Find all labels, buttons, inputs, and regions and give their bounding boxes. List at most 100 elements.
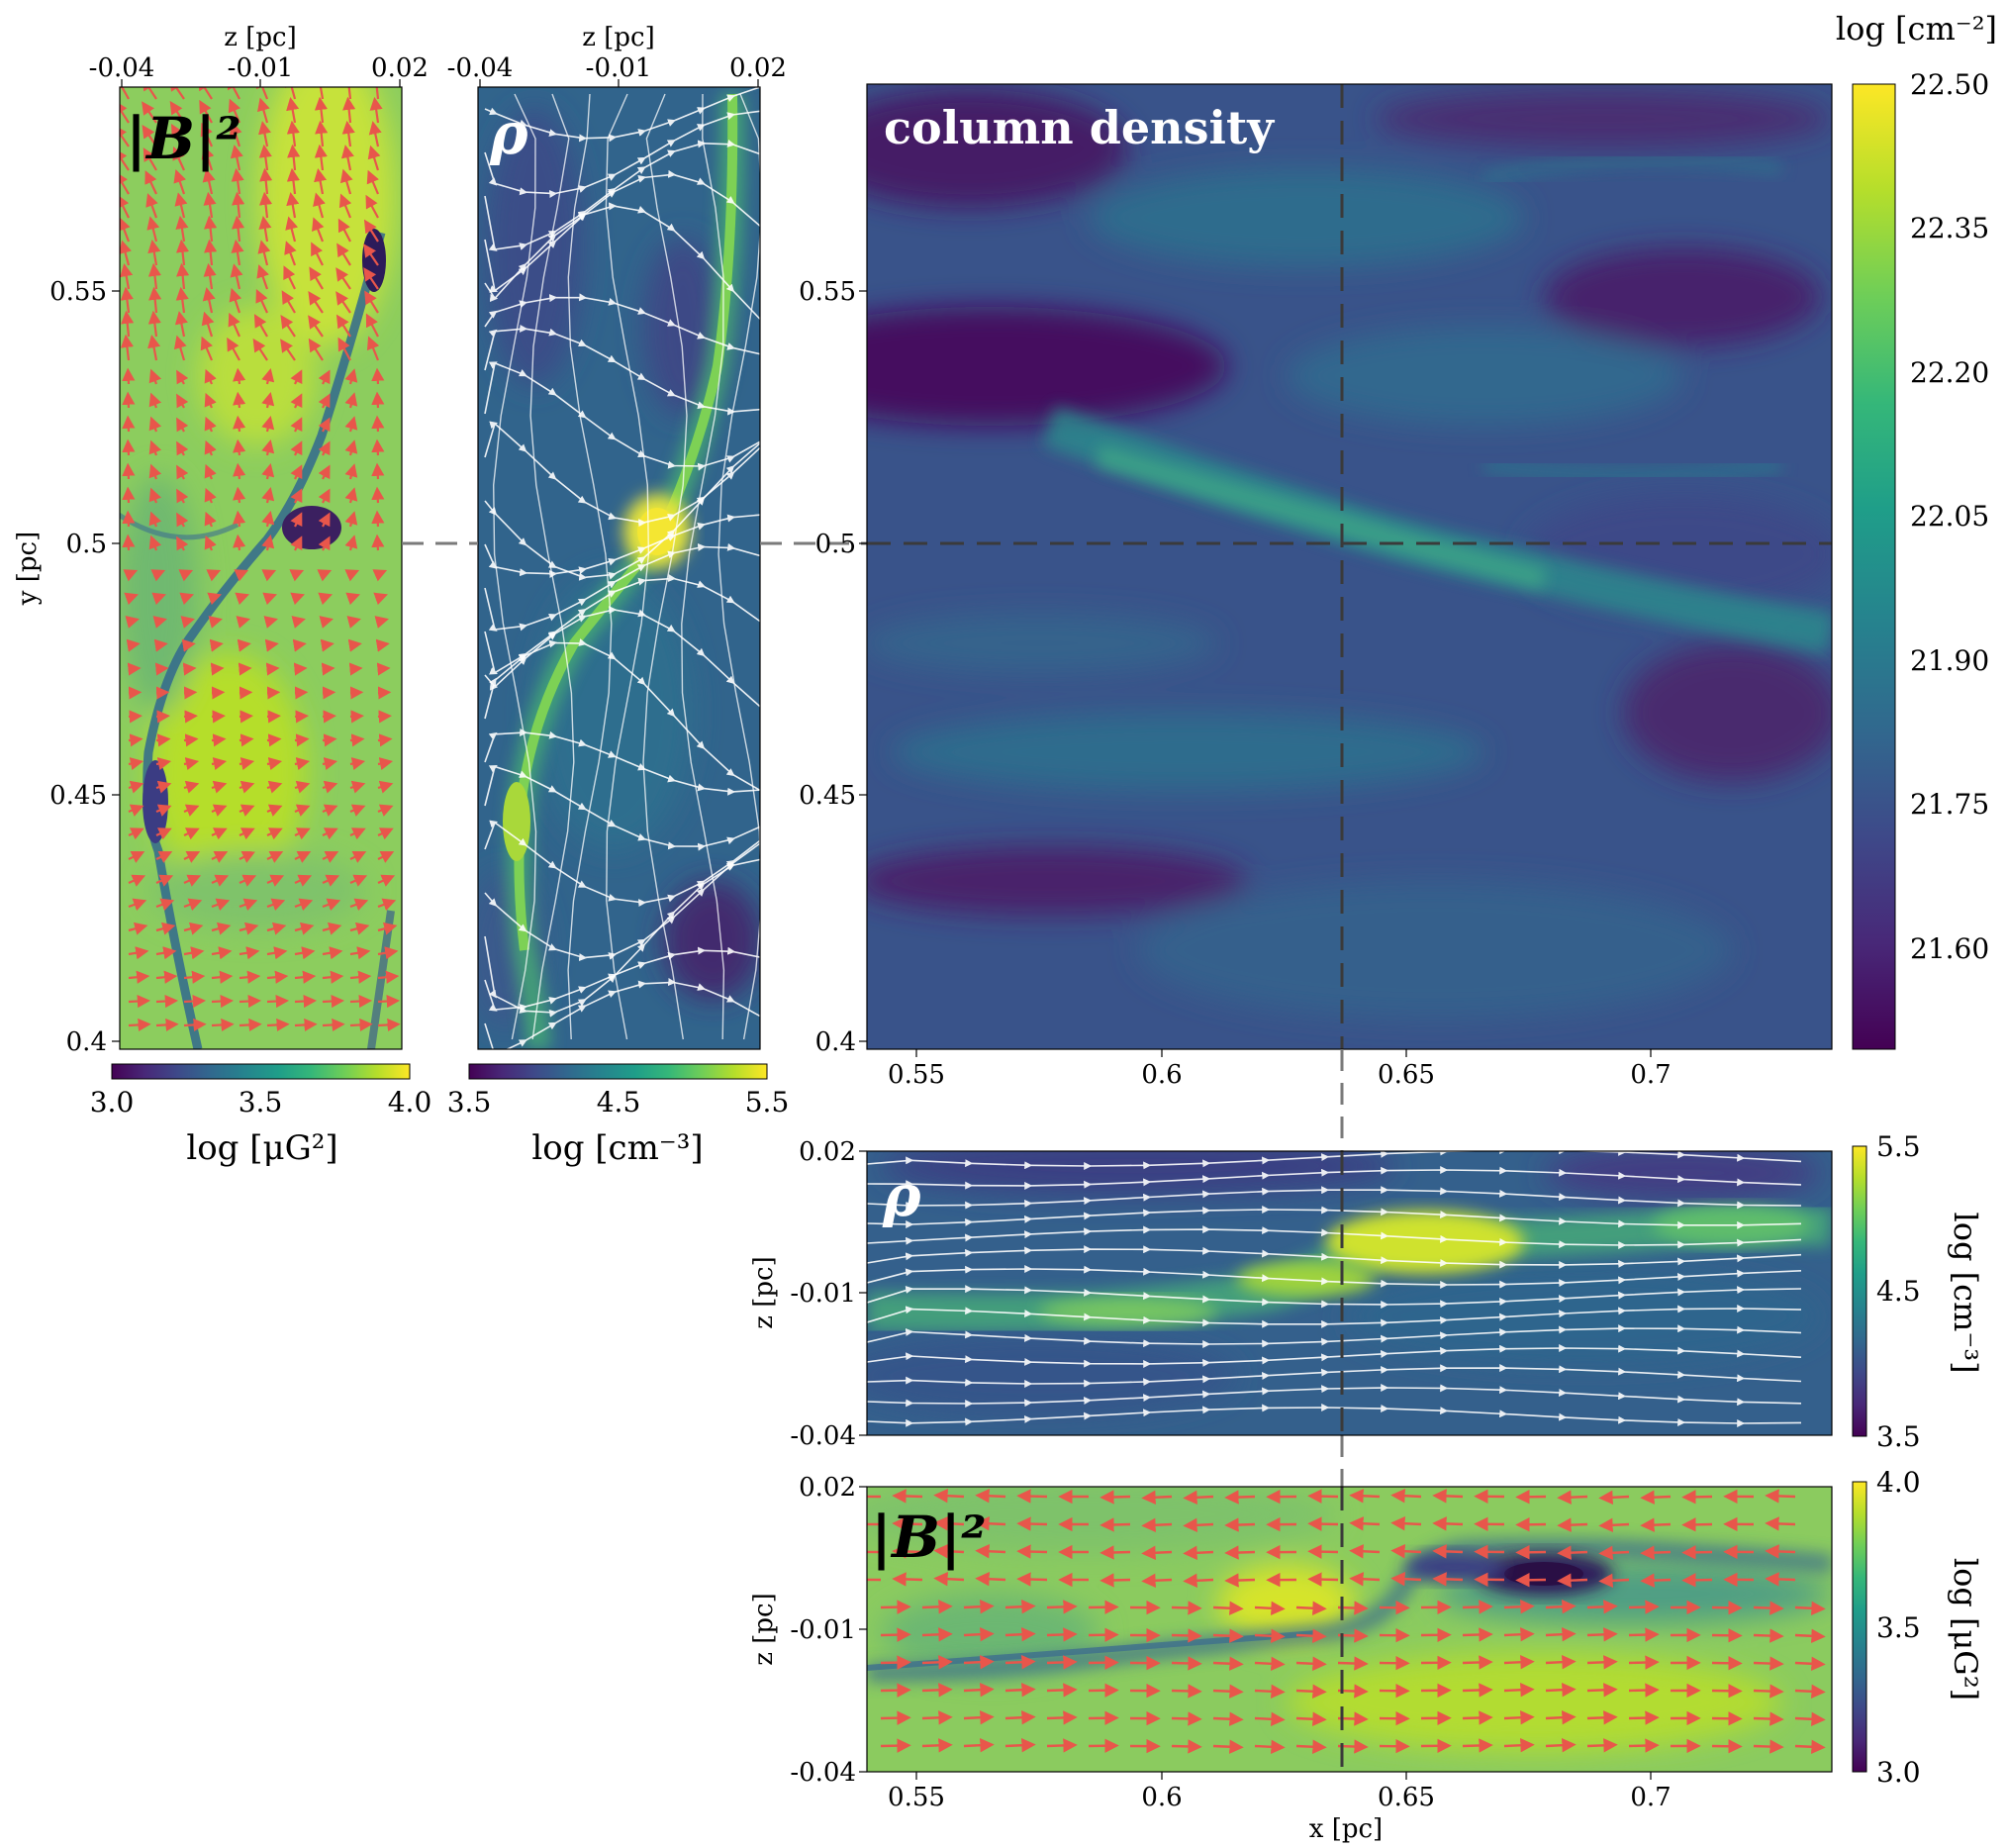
field-arrow (1640, 1490, 1672, 1505)
field-arrow (239, 757, 255, 771)
field-arrow (322, 850, 339, 863)
field-arrow (148, 487, 162, 504)
field-arrow (349, 946, 371, 960)
field-arrow (377, 898, 397, 912)
field-arrow (1586, 1683, 1618, 1698)
field-arrow (344, 416, 358, 433)
field-arrow (252, 338, 268, 361)
field-arrow (239, 850, 256, 863)
field-arrow (148, 511, 162, 528)
field-arrow (1183, 1573, 1214, 1588)
field-arrow (204, 487, 217, 504)
streamline (484, 978, 760, 1049)
field-arrow (1307, 1544, 1339, 1559)
field-arrow (148, 392, 162, 409)
field-arrow (1557, 1490, 1588, 1505)
column-density-cbar-tick-2: 22.20 (1910, 356, 1989, 389)
field-arrow (1046, 1655, 1078, 1670)
field-arrow (231, 167, 244, 195)
field-arrow (143, 147, 157, 171)
b2-xz-y-tick-2: -0.04 (790, 1758, 856, 1788)
field-arrow (239, 733, 254, 747)
field-arrow (322, 874, 340, 887)
field-arrow (183, 850, 201, 863)
streamline (867, 1225, 1802, 1249)
panel-rho-xz: ρ 0.02 -0.01 -0.04 z [pc] 5.5 4.5 3.5 lo… (749, 1130, 1984, 1453)
panel-column-density: column density 0.55 0.5 0.45 0.4 0.55 0.… (799, 10, 1997, 1090)
field-arrow (128, 850, 145, 863)
field-arrow (1681, 1517, 1713, 1532)
b2-yz-panel-label: |B|² (126, 105, 241, 172)
field-arrow (921, 1627, 953, 1642)
field-arrow (318, 464, 331, 480)
field-arrow (150, 569, 166, 582)
field-arrow (199, 99, 213, 124)
field-arrow (176, 262, 190, 290)
field-arrow (892, 1489, 923, 1504)
field-arrow (308, 338, 324, 361)
field-arrow (286, 120, 300, 147)
field-arrow (975, 1489, 1006, 1504)
field-arrow (232, 191, 245, 219)
field-arrow (371, 415, 385, 433)
b2-xz-cbar-label: log [μG²] (1947, 1558, 1984, 1701)
field-arrow (239, 994, 262, 1009)
field-arrow (176, 488, 189, 504)
field-arrow (228, 98, 241, 124)
field-arrow (1586, 1710, 1618, 1725)
field-arrow (365, 194, 379, 219)
field-arrow (963, 1655, 995, 1670)
field-arrow (239, 898, 258, 912)
field-arrow (147, 310, 161, 338)
rho-xz-y-tick-1: -0.01 (790, 1279, 856, 1309)
b2-xz-cbar-tick-1: 3.5 (1876, 1611, 1921, 1644)
field-arrow (239, 970, 261, 984)
field-arrow (171, 124, 185, 147)
field-arrow (155, 970, 178, 984)
field-arrow (266, 710, 281, 724)
field-arrow (128, 710, 143, 724)
field-arrow (151, 592, 167, 606)
field-arrow (1349, 1572, 1381, 1587)
rho-yz-colorbar (468, 1063, 768, 1080)
field-arrow (322, 970, 344, 984)
field-arrow (294, 1018, 318, 1032)
field-arrow (338, 193, 352, 219)
field-arrow (204, 416, 217, 433)
rho-xz-cbar-label: log [cm⁻³] (1947, 1212, 1984, 1373)
b2-xz-cbar-tick-0: 4.0 (1876, 1466, 1921, 1499)
field-arrow (211, 922, 232, 935)
field-arrow (183, 827, 200, 840)
field-arrow (933, 1516, 965, 1531)
field-arrow (204, 463, 217, 480)
field-arrow (933, 1544, 965, 1559)
field-arrow (337, 218, 351, 243)
column-density-colorbar (1852, 83, 1896, 1050)
field-arrow (377, 757, 394, 771)
field-arrow (1307, 1572, 1339, 1587)
field-arrow (322, 922, 342, 935)
field-arrow (290, 592, 306, 606)
field-arrow (349, 1018, 373, 1032)
streamline (867, 1264, 1802, 1289)
field-arrow (211, 874, 230, 887)
field-arrow (179, 592, 195, 606)
field-arrow (290, 512, 303, 528)
field-arrow (1753, 1628, 1784, 1643)
field-arrow (266, 733, 282, 747)
field-arrow (1171, 1711, 1202, 1726)
field-arrow (1503, 1627, 1535, 1642)
streamline (717, 93, 760, 1040)
column-density-heatmap (867, 84, 1832, 1049)
field-arrow (377, 804, 394, 817)
field-arrow (266, 827, 283, 840)
field-arrow (1794, 1601, 1826, 1615)
field-arrow (144, 170, 157, 195)
field-arrow (349, 804, 366, 817)
field-arrow (921, 1738, 953, 1753)
field-arrow (1390, 1543, 1422, 1559)
field-arrow (201, 311, 215, 338)
b2-xz-x-tick-1: 0.6 (1141, 1783, 1182, 1812)
field-arrow (266, 780, 283, 794)
field-arrow (120, 87, 130, 100)
